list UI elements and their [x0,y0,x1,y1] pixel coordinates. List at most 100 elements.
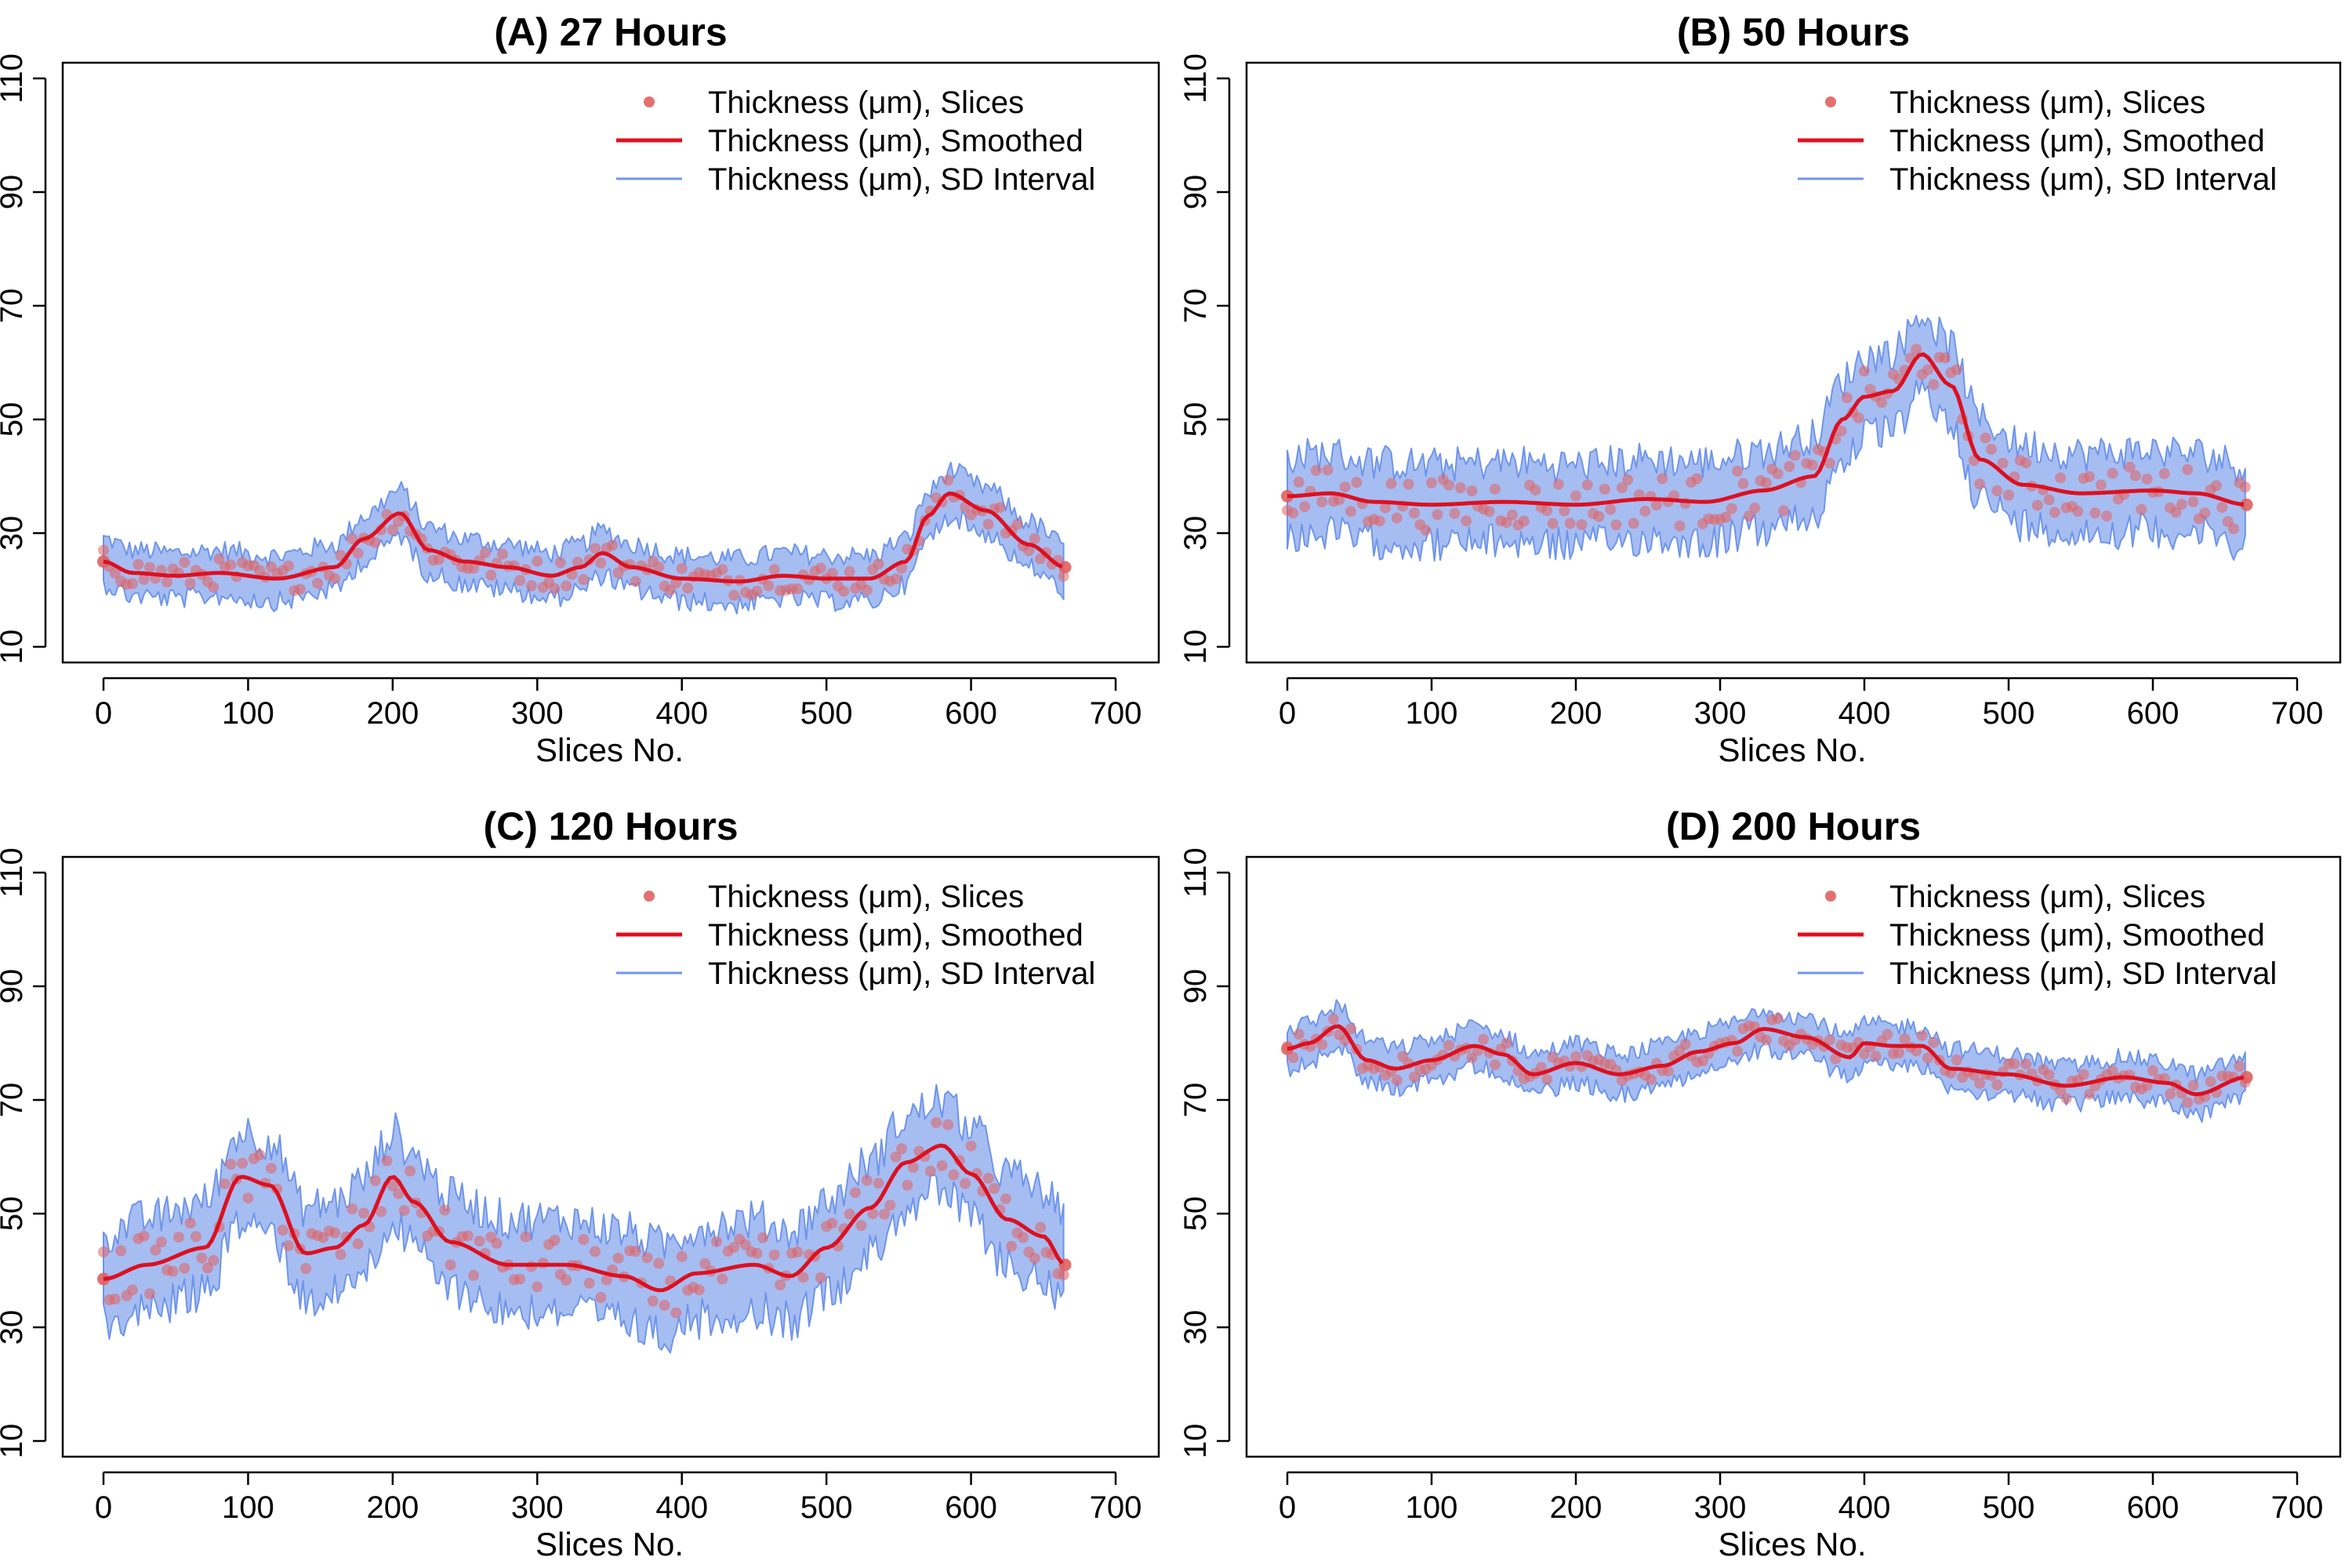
slice-point [751,1247,763,1259]
slice-point [641,1252,653,1264]
slice-point [676,563,688,575]
slice-point [132,558,144,570]
slice-point [884,1200,896,1211]
slice-point [583,1277,595,1289]
slice-point [982,518,994,530]
slice-point [196,1252,208,1264]
slice-point [844,1208,855,1220]
x-tick-label: 100 [222,1490,274,1525]
slice-point [578,574,590,586]
slice-point [109,568,121,579]
slice-point [1830,1053,1842,1065]
plot-frame [1245,61,2342,664]
slice-point [554,557,566,568]
y-tick-label: 70 [1178,1083,1213,1118]
slice-point [653,561,665,573]
slice-point [1530,485,1541,496]
slice-point [1426,477,1437,488]
legend-swatch-points [644,891,655,902]
slice-point [1760,477,1772,488]
x-tick-label: 400 [1838,1490,1891,1525]
y-tick-label: 30 [1178,1310,1213,1345]
x-tick-label: 600 [945,1490,997,1525]
slice-point [2182,463,2194,475]
x-tick-label: 100 [222,696,274,731]
x-tick-label: 200 [1550,1490,1602,1525]
slice-point [1899,1033,1911,1044]
slice-point [1662,1065,1674,1077]
slice-point [265,1163,277,1174]
slice-point [376,1206,387,1218]
slice-point [1535,1062,1547,1073]
slice-point [1403,478,1414,490]
slice-point [208,1254,220,1266]
slice-point [1841,392,1853,404]
legend-swatch-points [1825,891,1836,902]
legend-label: Thickness (μm), SD Interval [708,956,1095,991]
slice-point [1011,518,1023,530]
slice-point [1029,533,1040,545]
slice-point [1581,479,1593,491]
slice-point [1772,468,1784,480]
slice-point [1287,1051,1299,1063]
slice-point [329,573,341,585]
slice-point [1605,503,1617,515]
slice-point [138,1230,150,1242]
slice-point [1293,1029,1305,1040]
smoothed-line [1287,1024,2245,1097]
x-tick-label: 500 [1983,1490,2035,1525]
slice-point [878,1208,890,1220]
slice-point [561,1274,572,1286]
slice-point [329,1227,341,1239]
slice-point [312,578,323,589]
slice-point [2095,479,2107,491]
sd-interval-band [1287,999,2246,1123]
slice-point [855,1220,867,1232]
x-tick-label: 300 [1694,1490,1747,1525]
slice-point [682,583,694,594]
slice-point [763,580,775,592]
slice-point [711,1236,722,1247]
slice-point [659,1299,670,1311]
slice-point [294,583,306,595]
y-tick-label: 50 [0,402,29,437]
slice-point [347,1203,358,1214]
slice-point [1547,517,1559,529]
y-tick-label: 90 [1178,175,1213,210]
slice-point [398,1205,410,1217]
slice-point [2060,1093,2072,1105]
slice-point [844,566,855,578]
slice-point [369,537,381,548]
slice-point [1466,485,1478,496]
slice-point [873,1178,884,1189]
x-tick-label: 400 [655,1490,708,1525]
y-tick-label: 30 [0,1310,29,1345]
plot-frame [61,855,1160,1458]
slice-point [1559,505,1570,517]
x-tick-label: 200 [366,1490,419,1525]
x-tick-label: 200 [366,696,419,731]
slice-point [653,1258,665,1269]
slice-point [907,1162,919,1174]
slice-point [1628,517,1639,529]
x-tick-label: 200 [1550,696,1602,731]
slice-point [2107,1065,2118,1076]
panel-0: (A) 27 Hours 0 100 200 300 400 500 600 700 Slices… [0,10,1160,768]
slice-point [1570,490,1581,502]
slice-point [630,575,641,587]
slice-point [283,1240,295,1251]
slice-point [300,1263,312,1274]
slice-point [2240,498,2253,511]
slice-point [405,1165,416,1177]
x-tick-label: 500 [800,696,853,731]
x-tick-label: 300 [511,1490,564,1525]
x-tick-label: 300 [1694,696,1747,731]
slice-point [982,1172,994,1184]
y-tick-label: 90 [0,969,29,1004]
smoothed-line [1287,352,2245,507]
slice-point [155,1236,167,1248]
slice-point [896,562,907,574]
x-tick-label: 0 [95,696,112,731]
slice-point [98,544,109,556]
slice-point [2107,467,2118,479]
